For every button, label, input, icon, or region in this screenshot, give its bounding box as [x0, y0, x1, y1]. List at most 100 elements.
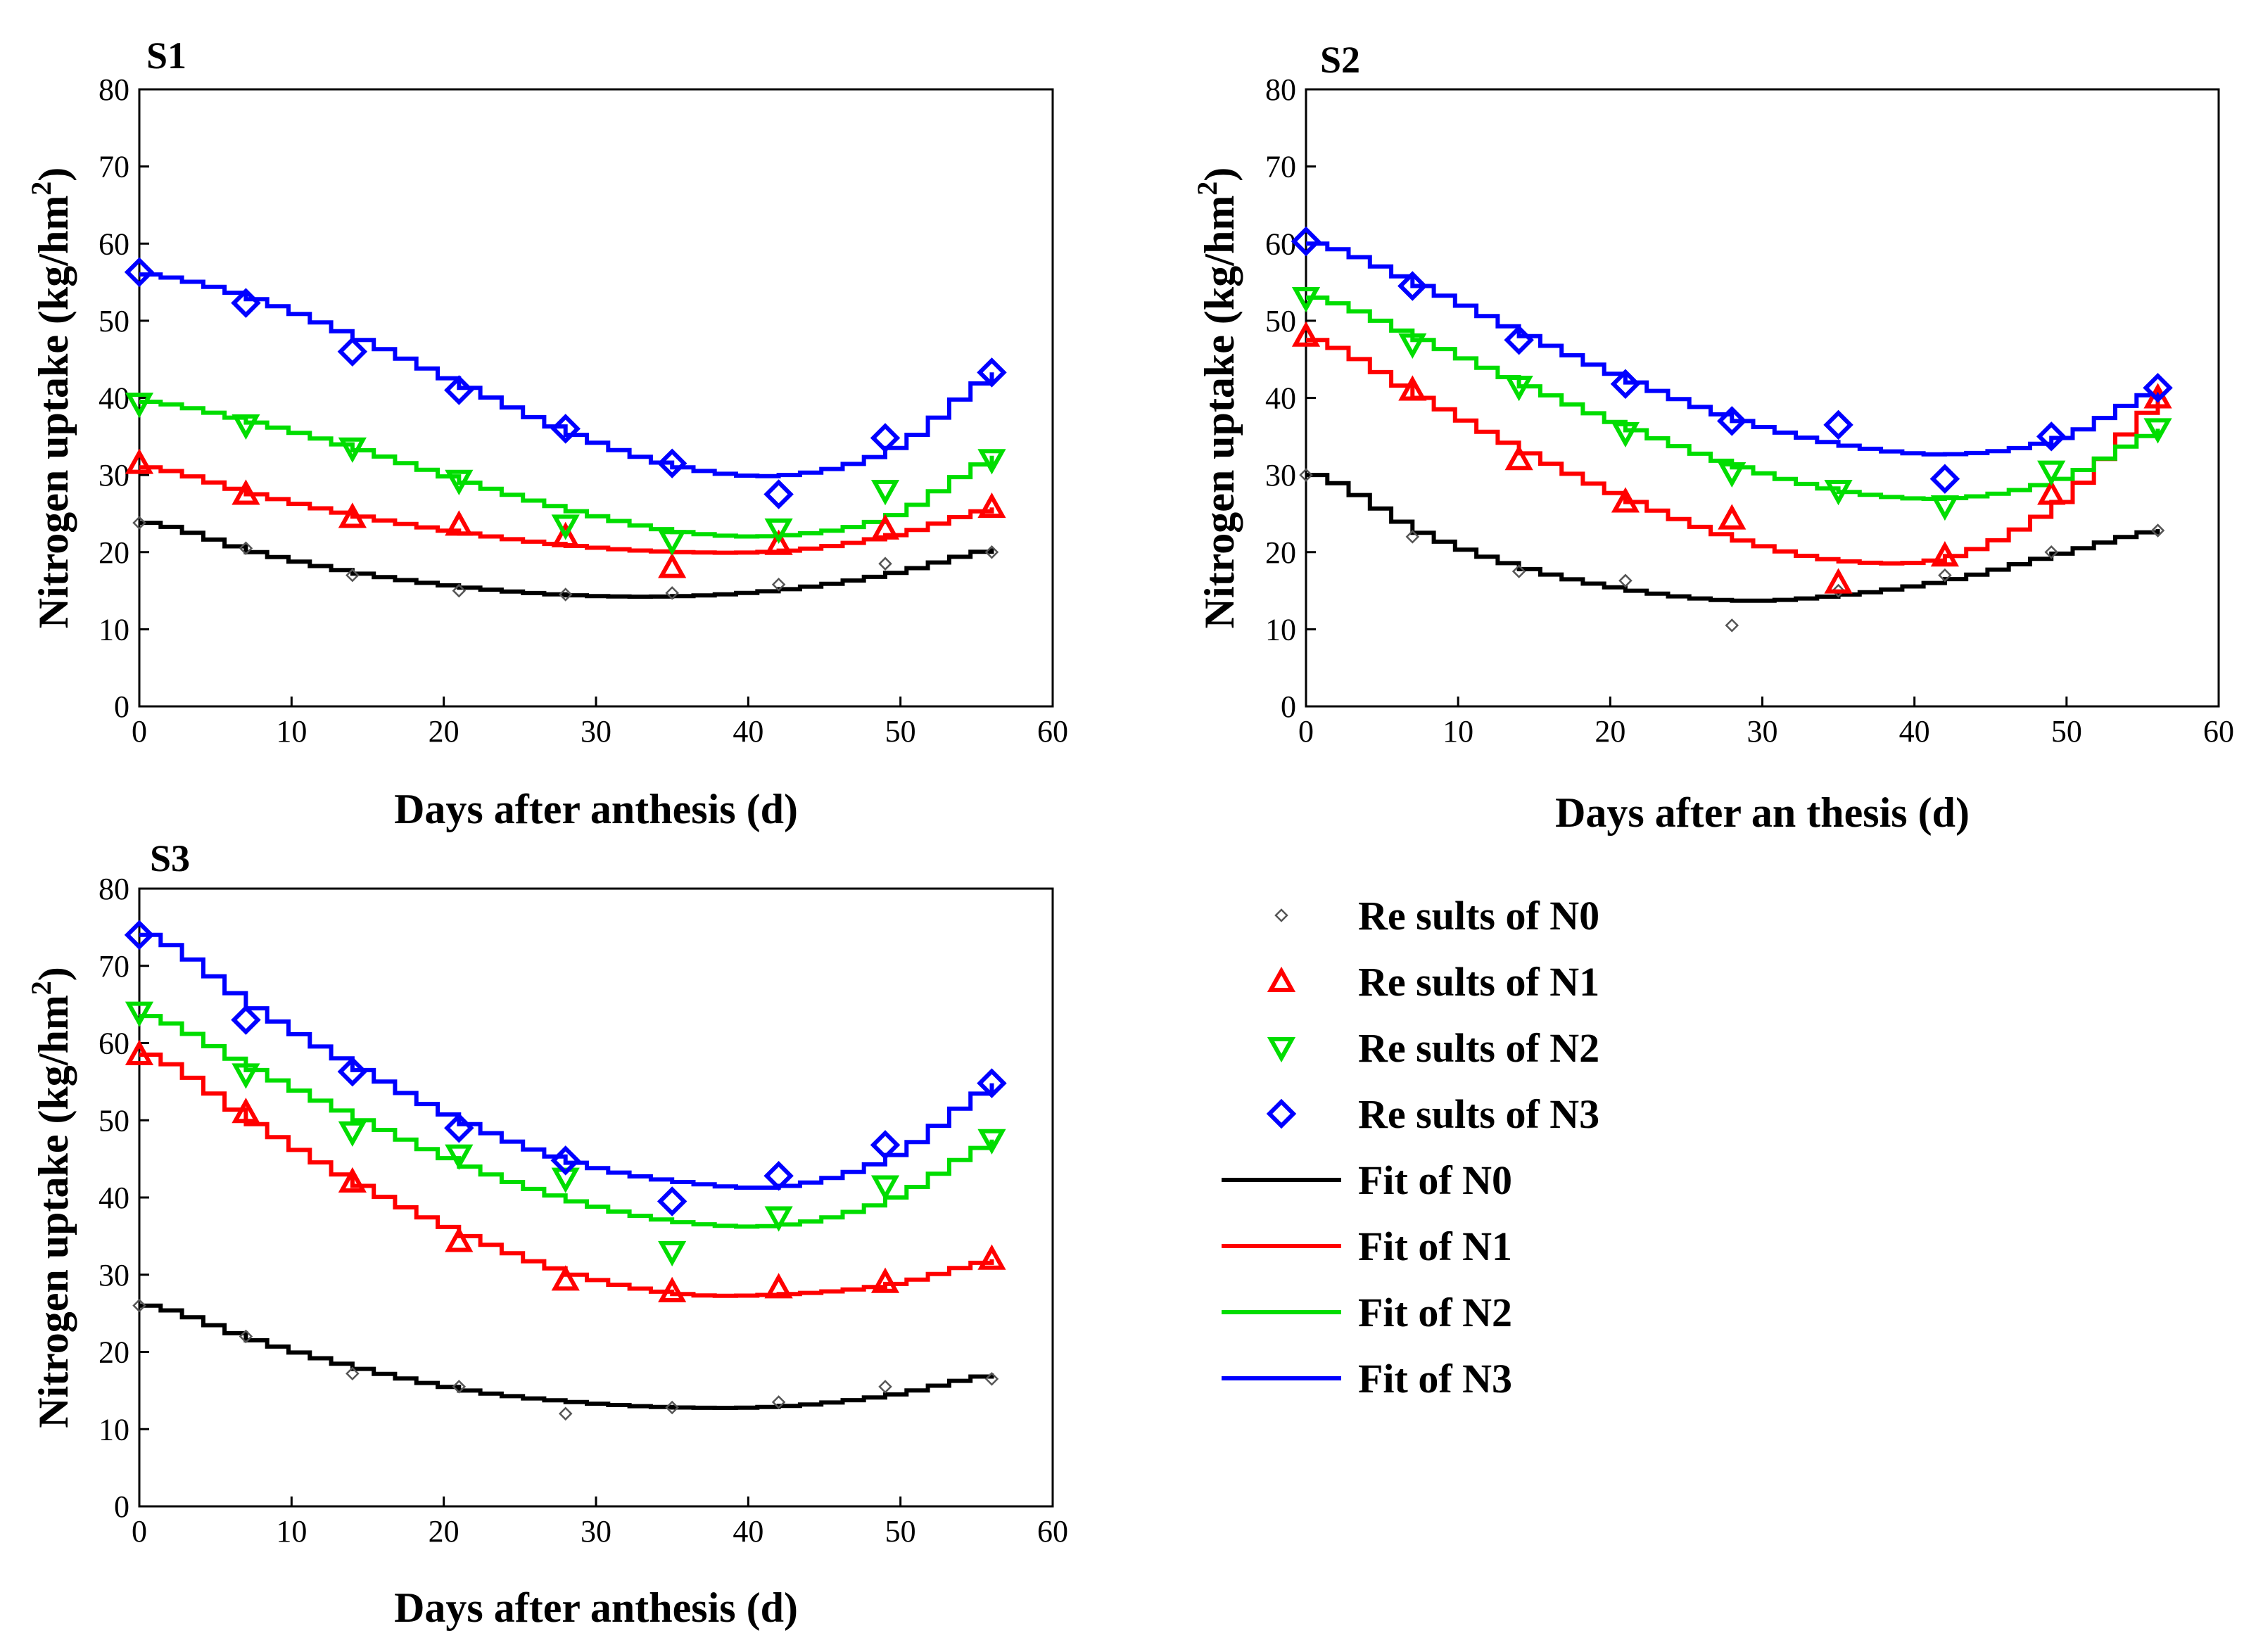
x-tick-label: 30 — [1747, 714, 1778, 749]
result-point-n0 — [2044, 545, 2058, 559]
y-tick-label: 40 — [99, 381, 129, 416]
result-point-n3 — [1929, 464, 1960, 494]
result-point-n0 — [1725, 618, 1739, 633]
y-tick-label: 50 — [99, 304, 129, 338]
legend-label: Re sults of N2 — [1358, 1025, 1599, 1071]
result-point-n1 — [1611, 487, 1640, 513]
x-tick-label: 50 — [885, 714, 916, 749]
x-tick-label: 50 — [2051, 714, 2082, 749]
y-tick-label: 40 — [1265, 381, 1296, 416]
result-point-n0 — [1831, 583, 1846, 598]
result-point-n2 — [1718, 462, 1747, 488]
fit-line-n0 — [139, 521, 994, 599]
x-axis-label: Days after anthesis (d) — [394, 1584, 798, 1631]
panel-title: S1 — [146, 34, 186, 77]
result-point-n3 — [657, 448, 687, 478]
legend-label: Fit of N2 — [1358, 1290, 1512, 1335]
y-tick-label: 60 — [1265, 227, 1296, 261]
x-axis-label: Days after anthesis (d) — [394, 786, 798, 832]
result-point-n3 — [763, 479, 794, 509]
result-point-n2 — [1611, 421, 1640, 448]
chart-panel-s1: 0 10 20 30 40 50 60 70 80 0 10 20 30 40 50 60 S1 Days aft… — [25, 34, 1068, 832]
result-point-n3 — [870, 1130, 901, 1160]
result-point-n3 — [124, 257, 155, 288]
result-point-n3 — [870, 423, 901, 453]
x-tick-label: 40 — [733, 714, 763, 749]
x-tick-label: 0 — [1298, 714, 1314, 749]
result-point-n1 — [764, 1273, 793, 1299]
result-point-n2 — [445, 1144, 474, 1170]
result-point-n0 — [239, 541, 253, 556]
fit-line-n0 — [1306, 473, 2160, 603]
legend-marker — [1266, 1098, 1297, 1129]
result-point-n0 — [665, 1400, 679, 1415]
result-point-n1 — [551, 1265, 580, 1291]
y-tick-label: 30 — [99, 458, 129, 493]
x-tick-label: 20 — [1595, 714, 1625, 749]
result-point-n3 — [550, 414, 581, 444]
result-point-n2 — [232, 1063, 260, 1089]
legend-entry-line-n2: Fit of N2 — [1222, 1290, 1512, 1335]
legend-marker — [1274, 908, 1288, 922]
y-axis-label: Nitrogen uptake (kg/hm2) — [1191, 167, 1243, 629]
result-point-n2 — [1291, 286, 1321, 313]
result-point-n3 — [763, 1161, 794, 1191]
result-point-n0 — [239, 1329, 253, 1344]
y-tick-label: 70 — [99, 949, 129, 984]
legend-marker — [1267, 966, 1296, 992]
fit-line-n1 — [1306, 338, 2160, 566]
y-tick-label: 50 — [1265, 304, 1296, 338]
result-point-n0 — [665, 586, 679, 600]
result-point-n3 — [337, 336, 368, 367]
result-point-n2 — [658, 530, 687, 556]
legend-entry-marker-n2: Re sults of N2 — [1267, 1025, 1599, 1071]
result-point-n3 — [1397, 271, 1428, 301]
result-point-n2 — [232, 414, 260, 440]
fit-line-n3 — [139, 272, 994, 478]
y-tick-label: 20 — [1265, 535, 1296, 570]
result-point-n1 — [338, 1167, 367, 1193]
result-point-n3 — [337, 1056, 368, 1087]
legend-entry-line-n1: Fit of N1 — [1222, 1224, 1512, 1269]
result-point-n1 — [977, 492, 1006, 519]
result-point-n1 — [1504, 445, 1533, 471]
result-point-n2 — [125, 1001, 154, 1027]
result-point-n1 — [1930, 541, 1959, 567]
panel-title: S3 — [150, 837, 190, 879]
result-point-n2 — [1824, 480, 1853, 506]
legend-label: Re sults of N3 — [1358, 1091, 1599, 1137]
result-point-n0 — [452, 1380, 467, 1394]
result-point-n3 — [550, 1145, 581, 1176]
result-point-n1 — [658, 1276, 687, 1302]
x-tick-label: 10 — [276, 714, 307, 749]
result-point-n0 — [2150, 523, 2165, 538]
result-point-n1 — [338, 502, 367, 528]
result-point-n1 — [1291, 321, 1321, 347]
y-tick-label: 0 — [1281, 690, 1296, 724]
result-point-n0 — [1618, 573, 1633, 588]
x-tick-label: 10 — [1443, 714, 1473, 749]
legend-entry-line-n3: Fit of N3 — [1222, 1356, 1512, 1402]
legend-label: Re sults of N0 — [1358, 893, 1599, 939]
result-point-n0 — [558, 587, 573, 602]
result-point-n3 — [1717, 406, 1747, 436]
result-point-n2 — [870, 1175, 900, 1201]
y-tick-label: 70 — [99, 150, 129, 184]
legend: Re sults of N0 Re sults of N1 Re sults of … — [1222, 893, 1599, 1402]
legend-entry-marker-n1: Re sults of N1 — [1267, 959, 1599, 1005]
result-point-n1 — [977, 1244, 1006, 1270]
result-point-n2 — [551, 514, 580, 540]
result-point-n1 — [445, 510, 474, 536]
result-point-n0 — [771, 578, 786, 592]
legend-entry-line-n0: Fit of N0 — [1222, 1157, 1512, 1203]
result-point-n1 — [870, 1267, 900, 1293]
result-point-n2 — [338, 437, 367, 463]
result-point-n2 — [2143, 418, 2172, 444]
x-tick-label: 20 — [429, 1514, 459, 1549]
y-tick-label: 20 — [99, 1335, 129, 1370]
x-tick-label: 60 — [1037, 714, 1068, 749]
result-point-n3 — [1823, 409, 1853, 440]
result-point-n0 — [346, 1366, 360, 1380]
result-point-n0 — [1299, 468, 1313, 482]
result-point-n2 — [658, 1240, 687, 1267]
